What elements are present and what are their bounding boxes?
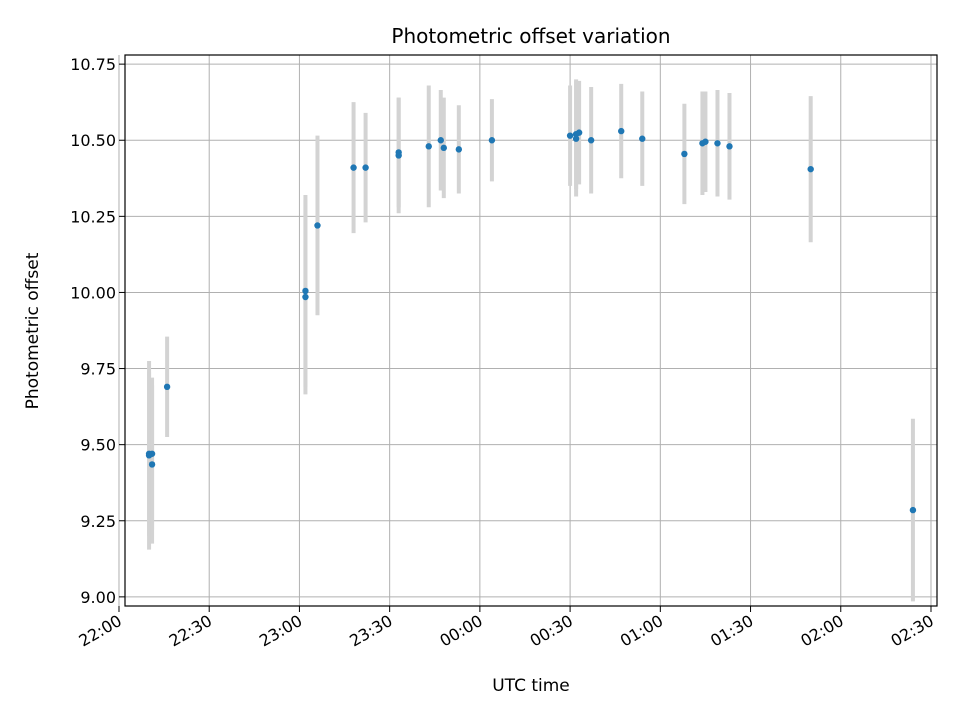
x-tick-label: 22:00 — [76, 611, 125, 651]
data-point — [575, 129, 583, 136]
y-tick-label: 9.50 — [80, 436, 116, 455]
data-point — [807, 165, 814, 173]
data-point — [302, 287, 309, 295]
data-point — [395, 152, 402, 159]
y-tick-label: 9.75 — [80, 360, 116, 379]
data-point — [148, 450, 156, 457]
x-tick-label: 22:30 — [166, 611, 215, 651]
data-point — [726, 143, 733, 150]
x-tick-label: 23:30 — [346, 611, 395, 651]
data-point — [639, 135, 646, 142]
data-point — [455, 146, 463, 153]
data-point — [572, 135, 580, 142]
x-tick-label: 01:00 — [617, 611, 666, 651]
y-axis-ticks: 9.00 9.25 9.50 9.75 10.00 10.25 10.50 10.75 — [70, 55, 125, 607]
data-point — [714, 140, 721, 147]
data-point — [425, 143, 432, 150]
data-point — [488, 137, 496, 144]
data-point — [314, 222, 321, 229]
y-tick-label: 9.00 — [80, 588, 116, 607]
data-point — [702, 138, 709, 145]
y-axis-label: Photometric offset — [23, 252, 43, 409]
data-point — [566, 132, 574, 139]
data-point — [302, 293, 309, 301]
data-point — [350, 164, 357, 171]
y-tick-label: 10.75 — [70, 55, 116, 74]
data-point — [681, 150, 688, 158]
x-tick-label: 23:00 — [256, 611, 305, 651]
x-axis-label: UTC time — [492, 676, 570, 696]
data-point — [362, 164, 369, 171]
x-axis-ticks: 22:00 22:30 23:00 23:30 00:00 00:30 01:00 01:30… — [76, 606, 937, 651]
data-points — [145, 127, 917, 514]
grid — [118, 55, 937, 606]
x-tick-label: 01:30 — [707, 611, 756, 651]
x-tick-label: 00:30 — [527, 611, 576, 651]
y-tick-label: 10.50 — [70, 131, 116, 150]
y-tick-label: 10.25 — [70, 207, 116, 226]
x-tick-label: 00:00 — [436, 611, 485, 651]
data-point — [148, 461, 156, 468]
y-tick-label: 10.00 — [70, 283, 116, 302]
plot-frame — [124, 54, 938, 607]
data-point — [587, 137, 595, 144]
x-tick-label: 02:00 — [797, 611, 846, 651]
chart-title: Photometric offset variation — [391, 24, 670, 48]
data-point — [437, 137, 444, 144]
data-point — [618, 127, 625, 135]
y-tick-label: 9.25 — [80, 512, 116, 531]
error-bars — [147, 79, 915, 602]
data-point — [163, 383, 171, 391]
data-point — [440, 144, 447, 152]
x-tick-label: 02:30 — [888, 611, 937, 651]
data-point — [909, 506, 917, 514]
